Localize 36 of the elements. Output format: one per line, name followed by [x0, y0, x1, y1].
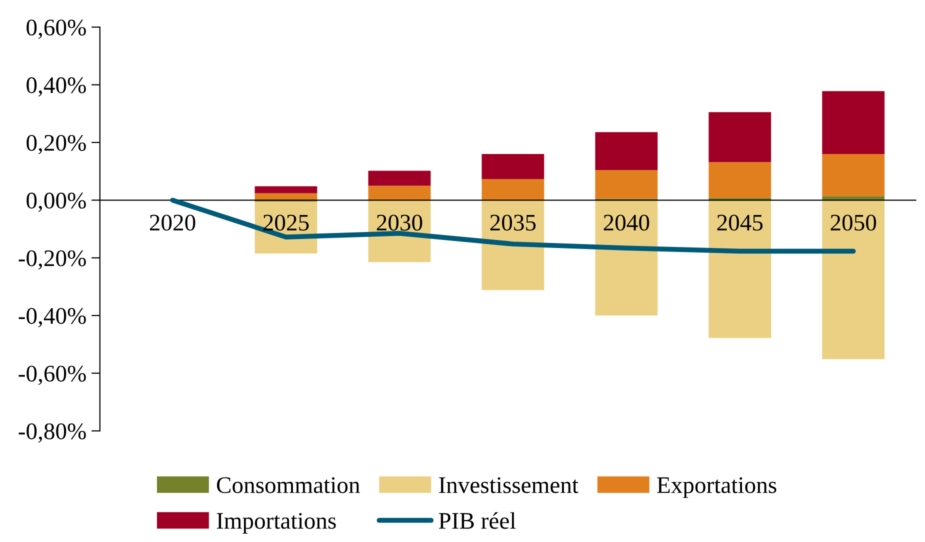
- y-tick-label: -0,80%: [18, 423, 86, 443]
- y-tick-label: -0,20%: [18, 250, 86, 270]
- legend-label: Importations: [216, 512, 336, 534]
- bar: [482, 154, 544, 180]
- bar: [822, 91, 885, 154]
- y-tick-label: 0,40%: [26, 77, 86, 97]
- bar: [822, 200, 885, 360]
- y-tick-label: 0,20%: [26, 134, 86, 154]
- bar: [482, 179, 544, 200]
- bar: [595, 132, 658, 170]
- y-tick-label: 0,60%: [26, 20, 86, 39]
- legend-label: PIB réel: [438, 512, 516, 529]
- x-tick-label: 2035: [490, 214, 536, 231]
- legend-label: Exportations: [657, 477, 776, 498]
- bar: [822, 154, 885, 196]
- bar: [595, 170, 658, 199]
- bar: [708, 162, 772, 198]
- x-tick-label: 2025: [263, 214, 309, 231]
- bar: [368, 170, 431, 186]
- x-tick-label: 2020: [150, 214, 196, 231]
- y-tick-label: -0,60%: [18, 366, 86, 386]
- bar: [368, 186, 431, 200]
- x-tick-label: 2045: [717, 214, 763, 231]
- x-tick-label: 2040: [604, 214, 650, 231]
- x-tick-label: 2030: [376, 214, 422, 231]
- bar: [708, 200, 772, 338]
- bar: [595, 200, 658, 316]
- bar: [482, 200, 544, 290]
- bar: [254, 186, 318, 194]
- bar: [708, 112, 772, 162]
- x-tick-label: 2050: [830, 214, 876, 231]
- y-tick-label: 0,00%: [26, 192, 86, 212]
- legend-label: Consommation: [216, 477, 360, 494]
- y-tick-label: -0,40%: [18, 308, 86, 328]
- legend-label: Investissement: [439, 477, 578, 494]
- bar: [254, 193, 318, 200]
